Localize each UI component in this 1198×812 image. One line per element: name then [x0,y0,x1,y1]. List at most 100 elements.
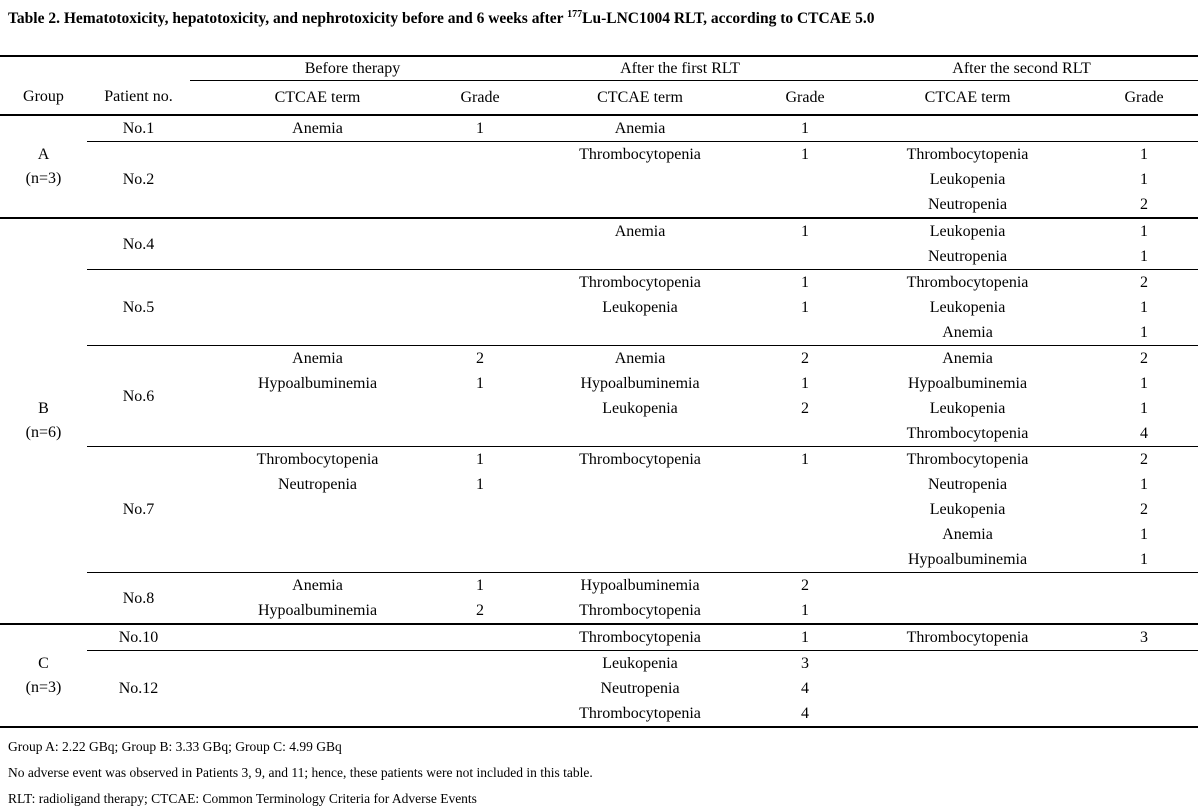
ctcae-term-cell [190,244,445,270]
table-title-prefix: Table 2. Hematotoxicity, hepatotoxicity,… [8,10,568,27]
grade-cell [1090,115,1198,142]
grade-cell: 1 [1140,171,1149,188]
grade-cell: 1 [1090,141,1198,167]
table-row: No.7 Thrombocytopenia 1 Thrombocytopenia 1 Th… [0,446,1198,573]
grade-cell: 1 [801,602,810,619]
grade-cell: 2 [445,345,516,371]
grade-cell: 2 [1140,196,1149,213]
ctcae-term-cell: Thrombocytopenia [515,141,766,167]
ctcae-term-cell [515,320,765,346]
ctcae-term-cell: Neutropenia [927,476,1008,493]
patient-id-cell: No.6 [87,345,190,447]
ctcae-term-cell: Thrombocytopenia [515,623,766,651]
grade-cell: 1 [445,446,516,472]
grade-cell [765,244,845,270]
paper-page: Table 2. Hematotoxicity, hepatotoxicity,… [0,8,1198,806]
ctcae-term-cell [515,421,765,447]
table-row: No.8 Anemia 1 Hypoalbuminemia 2 [0,572,1198,624]
ctcae-term-cell: Thrombocytopenia [515,446,766,472]
patient-id-cell: No.10 [87,623,190,651]
spanner-blank-cell [0,55,190,81]
group-label: B [38,400,49,417]
ctcae-term-cell: Leukopenia [602,299,678,316]
grade-cell: 1 [1140,400,1149,417]
isotope-superscript: 177 [567,8,583,20]
group-label: C [38,654,49,672]
ctcae-term-cell: Hypoalbuminemia [907,551,1028,568]
ctcae-term-cell [515,244,765,270]
toxicity-table: Before therapy After the first RLT After t… [0,55,1198,728]
grade-cell [445,547,515,573]
grade-cell [445,701,515,727]
table-row: No.2 Thrombocytopenia 1 Thrombocytopenia 1 [0,141,1198,218]
grade-cell: 1 [1140,324,1149,341]
grade-cell: 3 [765,650,846,676]
group-sublabel: (n=6) [25,424,62,441]
ctcae-term-cell: Thrombocytopenia [579,602,701,619]
table-row: Leukopenia 2 Leukopenia 1 [0,396,1198,421]
ctcae-term-cell [515,192,765,218]
grade-cell [445,295,515,320]
table-row: B (n=6) No.4 Anemia 1 Leukopenia 1 [0,217,1198,624]
ctcae-term-cell: Leukopenia [845,217,1091,244]
patient-id-cell: No.1 [122,120,155,137]
group-sublabel: (n=3) [25,169,62,187]
spanner-after-second-rlt: After the second RLT [845,55,1198,81]
grade-cell: 2 [765,345,846,371]
ctcae-term-cell: Thrombocytopenia [845,623,1091,651]
group-sublabel: (n=3) [25,678,62,696]
table-row: Anemia 1 [0,522,1198,547]
grade-cell: 1 [1140,375,1149,392]
ctcae-term-cell: Thrombocytopenia [190,446,445,472]
ctcae-term-cell [845,650,1091,676]
ctcae-term-cell: Thrombocytopenia [845,141,1091,167]
ctcae-term-cell [845,115,1090,142]
table-row: Thrombocytopenia 4 [0,421,1198,447]
grade-cell: 4 [801,705,810,722]
table-row: C (n=3) No.10 Thrombocytopenia 1 Thrombocytop… [0,623,1198,727]
ctcae-term-cell [190,192,445,218]
grade-cell: 2 [765,572,846,598]
group-label-cell: B (n=6) [0,217,87,624]
table-row: Leukopenia 1 Leukopenia 1 [0,295,1198,320]
grade-cell: 1 [476,120,484,137]
ctcae-term-cell [190,269,445,295]
ctcae-term-cell [515,522,765,547]
ctcae-term-cell [190,676,445,701]
grade-cell: 1 [801,375,810,392]
table-row: Hypoalbuminemia 1 [0,547,1198,573]
grade-cell: 1 [476,476,484,493]
grade-cell: 1 [1140,476,1149,493]
table-row: Hypoalbuminemia 2 Thrombocytopenia 1 [0,598,1198,624]
grade-cell [445,650,516,676]
grade-cell: 2 [1090,345,1198,371]
grade-cell: 2 [1090,446,1198,472]
patient-id-cell: No.5 [87,269,190,346]
ctcae-term-cell: Thrombocytopenia [906,425,1029,442]
column-header-5: Grade [765,80,846,116]
ctcae-term-cell [845,676,1090,701]
grade-cell [1090,598,1198,624]
ctcae-term-cell: Leukopenia [929,400,1006,417]
ctcae-term-cell [190,396,445,421]
ctcae-term-cell: Neutropenia [927,248,1008,265]
ctcae-term-cell: Thrombocytopenia [515,269,766,295]
ctcae-term-cell [190,295,445,320]
grade-cell [765,522,845,547]
patient-id-cell: No.4 [87,217,190,270]
table-row: Neutropenia 2 [0,192,1198,218]
grade-cell: 1 [476,375,484,392]
grade-cell: 2 [1140,501,1149,518]
grade-cell [765,472,845,497]
table-row: No.5 Thrombocytopenia 1 Thrombocytopenia 2 [0,269,1198,346]
grade-cell [445,676,515,701]
grade-cell: 1 [1140,299,1149,316]
grade-cell [765,497,845,522]
ctcae-term-cell: Leukopenia [602,400,678,417]
ctcae-term-cell [845,701,1090,727]
table-row: Neutropenia 1 [0,244,1198,270]
grade-cell [765,421,845,447]
ctcae-term-cell [845,598,1090,624]
grade-cell: 1 [1140,526,1149,543]
spanner-before-therapy: Before therapy [190,55,516,81]
